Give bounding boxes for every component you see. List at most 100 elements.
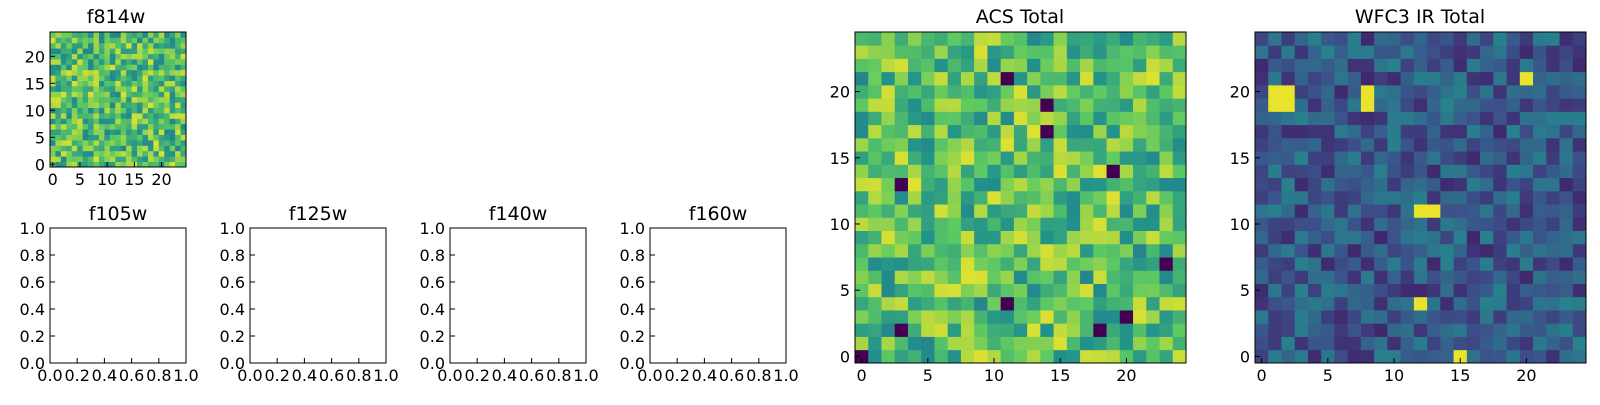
- heatmap-cell: [1466, 71, 1481, 86]
- heatmap-cell: [1000, 336, 1015, 351]
- heatmap-cell: [142, 150, 149, 157]
- heatmap-cell: [1427, 217, 1441, 231]
- heatmap-cell: [855, 71, 869, 86]
- heatmap-cell: [1281, 323, 1296, 337]
- heatmap-cell: [1013, 310, 1028, 324]
- panel-title-f140w: f140w: [489, 203, 548, 225]
- heatmap-cell: [894, 58, 909, 73]
- heatmap-cell: [98, 42, 105, 49]
- heatmap-cell: [1159, 45, 1174, 59]
- heatmap-cell: [947, 323, 962, 337]
- heatmap-cell: [1119, 151, 1134, 165]
- x-tick-label: 0.0: [237, 366, 262, 385]
- panel-title-f160w: f160w: [689, 203, 748, 225]
- heatmap-cell: [1572, 45, 1587, 59]
- heatmap-cell: [1400, 58, 1415, 73]
- heatmap-cell: [1281, 137, 1296, 152]
- heatmap-cell: [1053, 164, 1068, 179]
- x-tick-label: 10: [97, 170, 117, 189]
- heatmap-cell: [1360, 217, 1375, 231]
- heatmap-cell: [109, 32, 116, 38]
- heatmap-cell: [93, 140, 100, 146]
- heatmap-cell: [894, 137, 909, 152]
- heatmap-cell: [60, 140, 67, 146]
- heatmap-cell: [868, 111, 882, 126]
- panel-title-wfc3-ir-total: WFC3 IR Total: [1355, 6, 1485, 28]
- heatmap-cell: [142, 86, 149, 92]
- heatmap-cell: [1533, 98, 1547, 112]
- heatmap-cell: [1146, 323, 1160, 337]
- heatmap-cell: [180, 42, 187, 49]
- heatmap-cell: [104, 134, 111, 141]
- heatmap-cell: [60, 134, 67, 141]
- heatmap-cell: [1400, 349, 1415, 364]
- heatmap-cell: [1027, 283, 1041, 298]
- heatmap-cell: [1159, 217, 1174, 231]
- heatmap-cell: [934, 336, 949, 351]
- heatmap-cell: [93, 86, 100, 92]
- heatmap-cell: [1572, 310, 1587, 324]
- heatmap-cell: [1106, 111, 1121, 126]
- heatmap-cell: [1519, 84, 1534, 99]
- heatmap-cell: [55, 134, 62, 141]
- heatmap-cell: [1466, 98, 1481, 112]
- heatmap-cell: [1133, 230, 1147, 245]
- heatmap-f814w: [50, 32, 187, 168]
- heatmap-cell: [881, 349, 896, 364]
- heatmap-cell: [1268, 32, 1282, 46]
- y-tick-label: 0.6: [420, 273, 445, 292]
- heatmap-cell: [109, 134, 116, 141]
- heatmap-cell: [1119, 296, 1134, 311]
- heatmap-cell: [77, 48, 84, 54]
- heatmap-cell: [881, 217, 896, 231]
- heatmap-cell: [1146, 310, 1160, 324]
- heatmap-cell: [164, 113, 171, 119]
- heatmap-cell: [960, 230, 975, 245]
- heatmap-cell: [1387, 111, 1402, 126]
- heatmap-cell: [1559, 204, 1574, 218]
- heatmap-cell: [1146, 336, 1160, 351]
- heatmap-cell: [158, 123, 165, 130]
- heatmap-cell: [1066, 58, 1081, 73]
- heatmap-cell: [934, 58, 949, 73]
- y-tick-label: 0.0: [220, 354, 245, 373]
- heatmap-cell: [1294, 310, 1309, 324]
- heatmap-cell: [180, 48, 187, 54]
- heatmap-cell: [82, 42, 89, 49]
- heatmap-cell: [1066, 296, 1081, 311]
- heatmap-cell: [1066, 32, 1081, 46]
- heatmap-cell: [1440, 230, 1454, 245]
- heatmap-cell: [1133, 217, 1147, 231]
- heatmap-cell: [1493, 71, 1507, 86]
- heatmap-cell: [1106, 32, 1121, 46]
- heatmap-cell: [1013, 243, 1028, 258]
- heatmap-cell: [1027, 296, 1041, 311]
- heatmap-cell: [987, 190, 1002, 205]
- heatmap-cell: [55, 140, 62, 146]
- heatmap-cell: [104, 69, 111, 76]
- heatmap-cell: [1347, 111, 1362, 126]
- heatmap-cell: [109, 161, 116, 168]
- heatmap-cell: [960, 98, 975, 112]
- heatmap-cell: [1159, 323, 1174, 337]
- heatmap-cell: [131, 150, 138, 157]
- heatmap-cell: [974, 190, 988, 205]
- heatmap-cell: [1321, 257, 1335, 271]
- heatmap-cell: [98, 140, 105, 146]
- heatmap-cell: [104, 96, 111, 103]
- heatmap-cell: [1519, 151, 1534, 165]
- heatmap-cell: [1294, 71, 1309, 86]
- heatmap-cell: [1413, 164, 1428, 179]
- heatmap-cell: [55, 91, 62, 98]
- heatmap-cell: [1281, 296, 1296, 311]
- heatmap-cell: [180, 118, 187, 125]
- heatmap-cell: [1133, 296, 1147, 311]
- heatmap-cell: [855, 84, 869, 99]
- heatmap-cell: [164, 69, 171, 76]
- heatmap-cell: [50, 145, 56, 152]
- heatmap-cell: [1360, 98, 1375, 112]
- x-tick-label: 0.6: [719, 366, 744, 385]
- heatmap-cell: [1066, 336, 1081, 351]
- heatmap-cell: [71, 145, 78, 152]
- heatmap-cell: [921, 283, 935, 298]
